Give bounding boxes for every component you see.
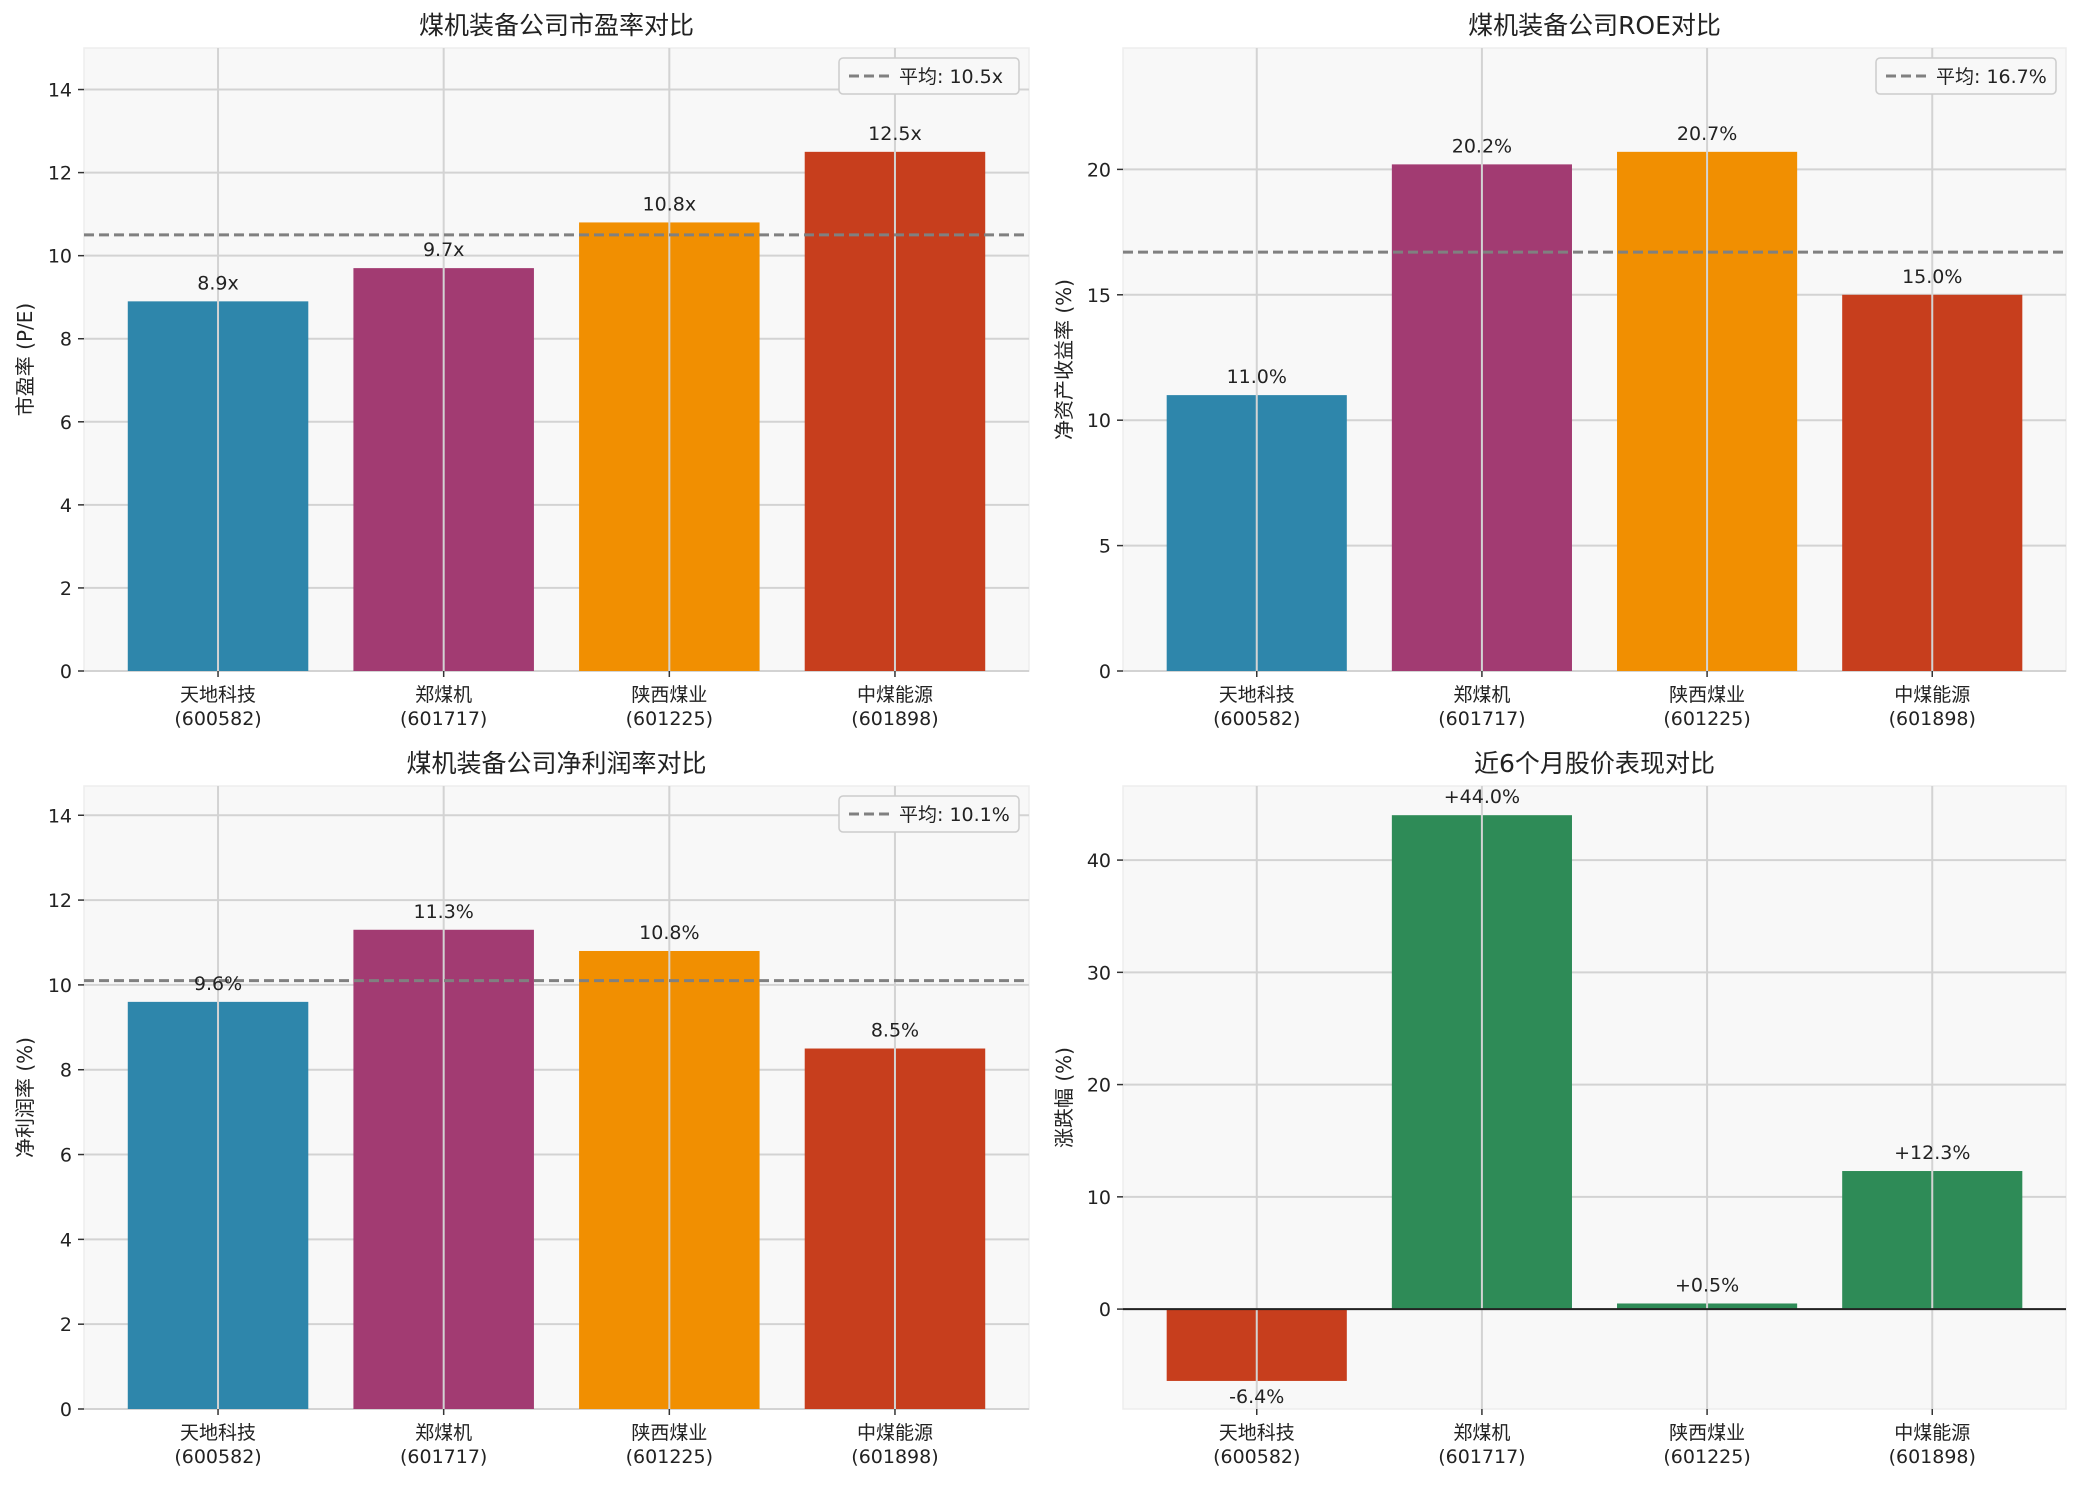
x-tick-label: 中煤能源 <box>857 1422 933 1444</box>
y-tick-label: 14 <box>48 80 72 102</box>
y-tick-label: 30 <box>1087 962 1111 984</box>
data-label: 12.5x <box>868 123 922 145</box>
y-tick-label: 10 <box>1087 1187 1111 1209</box>
y-axis-label: 净利润率 (%) <box>13 1037 37 1158</box>
legend-box <box>1875 57 2057 95</box>
y-tick-label: 0 <box>1099 661 1111 683</box>
data-label: 20.2% <box>1452 135 1512 157</box>
y-tick-label: 2 <box>60 578 72 600</box>
y-tick-label: 15 <box>1087 285 1111 307</box>
x-tick-label: (601898) <box>851 708 938 730</box>
x-tick-label: (601898) <box>851 1446 938 1468</box>
x-tick-label: 郑煤机 <box>415 1422 472 1444</box>
legend: 平均: 10.5x <box>838 57 1020 95</box>
y-tick-label: 10 <box>48 246 72 268</box>
x-tick-label: 陕西煤业 <box>1669 1422 1745 1444</box>
data-label: 8.9x <box>197 272 238 294</box>
x-tick-label: (601225) <box>626 708 713 730</box>
x-tick-label: 陕西煤业 <box>1669 684 1745 706</box>
x-tick-label: 中煤能源 <box>1894 1422 1970 1444</box>
legend: 平均: 16.7% <box>1875 57 2057 95</box>
x-tick-label: 天地科技 <box>1219 1422 1295 1444</box>
y-tick-label: 6 <box>60 412 72 434</box>
x-tick-label: (601717) <box>400 708 487 730</box>
y-axis-label: 净资产收益率 (%) <box>1052 279 1076 440</box>
x-tick-label: 中煤能源 <box>1894 684 1970 706</box>
x-tick-label: (601225) <box>626 1446 713 1468</box>
x-tick-label: 郑煤机 <box>415 684 472 706</box>
x-tick-label: (601717) <box>400 1446 487 1468</box>
x-tick-label: (600582) <box>174 708 261 730</box>
data-label: 9.7x <box>423 239 464 261</box>
x-tick-label: 郑煤机 <box>1453 1422 1510 1444</box>
y-tick-label: 12 <box>48 163 72 185</box>
y-tick-label: 40 <box>1087 850 1111 872</box>
data-label: 20.7% <box>1677 123 1737 145</box>
x-tick-label: 天地科技 <box>1219 684 1295 706</box>
x-tick-label: (601225) <box>1663 708 1750 730</box>
chart-title: 煤机装备公司ROE对比 <box>1468 11 1721 40</box>
y-tick-label: 12 <box>48 890 72 912</box>
y-tick-label: 0 <box>60 661 72 683</box>
x-tick-label: (600582) <box>174 1446 261 1468</box>
y-tick-label: 10 <box>1087 410 1111 432</box>
x-tick-label: (601898) <box>1889 1446 1976 1468</box>
chart-title: 近6个月股价表现对比 <box>1474 749 1715 778</box>
y-tick-label: 10 <box>48 975 72 997</box>
y-tick-label: 2 <box>60 1314 72 1336</box>
data-label: 11.0% <box>1227 366 1287 388</box>
y-tick-label: 4 <box>60 495 72 517</box>
y-axis-label: 市盈率 (P/E) <box>13 303 37 416</box>
y-tick-label: 6 <box>60 1145 72 1167</box>
x-tick-label: 中煤能源 <box>857 684 933 706</box>
data-label: 10.8% <box>639 922 699 944</box>
x-tick-label: 郑煤机 <box>1453 684 1510 706</box>
x-tick-label: (601225) <box>1663 1446 1750 1468</box>
y-tick-label: 14 <box>48 805 72 827</box>
x-tick-label: (600582) <box>1213 1446 1300 1468</box>
x-tick-label: 天地科技 <box>180 684 256 706</box>
y-axis-label: 涨跌幅 (%) <box>1052 1047 1076 1148</box>
y-tick-label: 0 <box>60 1399 72 1421</box>
x-tick-label: (601898) <box>1889 708 1976 730</box>
x-tick-label: 天地科技 <box>180 1422 256 1444</box>
chart-title: 煤机装备公司净利润率对比 <box>406 749 706 778</box>
legend: 平均: 10.1% <box>838 795 1020 833</box>
x-tick-label: (601717) <box>1438 708 1525 730</box>
y-tick-label: 8 <box>60 1060 72 1082</box>
x-tick-label: (600582) <box>1213 708 1300 730</box>
x-tick-label: 陕西煤业 <box>631 684 707 706</box>
data-label: -6.4% <box>1229 1386 1284 1408</box>
y-tick-label: 20 <box>1087 159 1111 181</box>
y-tick-label: 5 <box>1099 536 1111 558</box>
legend-box <box>838 795 1020 833</box>
legend-label: 平均: 10.1% <box>899 804 1010 826</box>
data-label: +0.5% <box>1675 1274 1739 1296</box>
legend-box <box>838 57 1020 95</box>
data-label: 9.6% <box>194 973 242 995</box>
chart-title: 煤机装备公司市盈率对比 <box>419 11 694 40</box>
data-label: +44.0% <box>1444 786 1520 808</box>
data-label: +12.3% <box>1894 1142 1970 1164</box>
x-tick-label: 陕西煤业 <box>631 1422 707 1444</box>
y-tick-label: 0 <box>1099 1299 1111 1321</box>
data-label: 8.5% <box>871 1020 919 1042</box>
data-label: 11.3% <box>413 901 473 923</box>
y-tick-label: 4 <box>60 1229 72 1251</box>
y-tick-label: 8 <box>60 329 72 351</box>
y-tick-label: 20 <box>1087 1075 1111 1097</box>
x-tick-label: (601717) <box>1438 1446 1525 1468</box>
legend-label: 平均: 16.7% <box>1936 66 2047 88</box>
data-label: 10.8x <box>643 193 697 215</box>
data-label: 15.0% <box>1902 266 1962 288</box>
legend-label: 平均: 10.5x <box>899 66 1003 88</box>
